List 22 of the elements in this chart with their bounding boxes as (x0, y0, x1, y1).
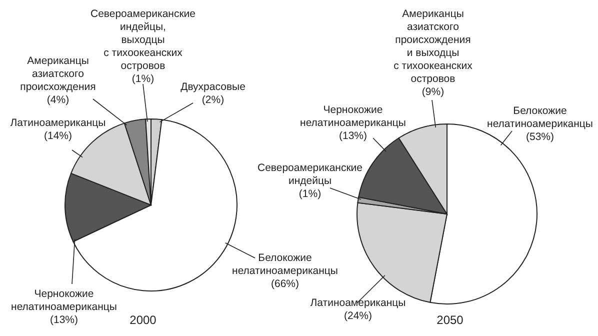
data-label: (4%) (46, 94, 70, 106)
data-label: (24%) (344, 310, 372, 322)
data-label: (14%) (44, 130, 72, 142)
text: 2050 (436, 313, 464, 327)
data-label: (66%) (270, 278, 300, 290)
data-label: (2%) (202, 94, 224, 106)
slice-label: Двухрасовые (180, 81, 246, 93)
data-label: (9%) (422, 86, 444, 98)
slice-label: Латиноамериканцы (310, 297, 406, 309)
text: 2000 (130, 313, 157, 327)
data-label: (1%) (132, 73, 154, 85)
data-label: (1%) (298, 188, 322, 200)
data-label: (13%) (50, 314, 78, 326)
data-label: (13%) (338, 130, 368, 142)
slice-label: Американцы азиатского происхождения и выходцы с тихоокеанских островов (394, 8, 474, 85)
slice-label: Североамериканские индейцы (257, 162, 363, 187)
slice-label: Латиноамериканцы (10, 117, 106, 129)
data-label: (53%) (526, 131, 554, 143)
slice-label: Чернокожие нелатиноамериканцы (11, 288, 117, 313)
slice-label: Белокожие нелатиноамериканцы (487, 105, 593, 130)
slice-label: Белокожие нелатиноамериканцы (232, 252, 338, 277)
slice-label: Чернокожие нелатиноамериканцы (300, 104, 406, 129)
